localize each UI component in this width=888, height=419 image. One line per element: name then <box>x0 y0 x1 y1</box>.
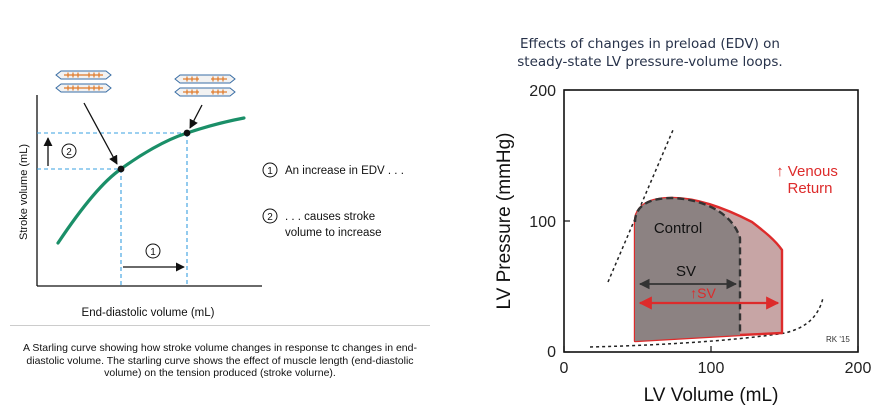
step-1-marker: 1 <box>150 247 156 258</box>
y-tick-100: 100 <box>529 214 556 231</box>
y-tick-200: 200 <box>529 83 556 100</box>
sarcomere-long-pointer <box>189 104 203 129</box>
pv-y-axis-label: LV Pressure (mmHg) <box>494 132 515 309</box>
pv-loop-title-line2: steady-state LV pressure-volume loops. <box>517 54 783 70</box>
venous-return-label-line2: Return <box>787 180 832 197</box>
curve-point-high <box>183 129 191 137</box>
starling-y-axis-label: Stroke volume (mL) <box>18 144 30 240</box>
legend-item-1-text: An increase in EDV . . . <box>285 165 404 177</box>
pv-loop-title-line1: Effects of changes in preload (EDV) on <box>520 36 780 52</box>
legend-item-1-circle <box>262 162 278 178</box>
edpvr-dotted-curve <box>589 297 824 348</box>
starling-guide-lines <box>37 132 188 286</box>
starling-curve-figure: 2 1 <box>18 70 404 319</box>
legend-item-2-number: 2 <box>267 212 273 223</box>
pv-ticks <box>563 89 859 353</box>
x-tick-200: 200 <box>845 360 872 377</box>
figure-caption: A Starling curve showing how stroke volu… <box>23 342 417 379</box>
legend-item-1-number: 1 <box>267 166 273 177</box>
venous-return-label-line1: ↑ Venous <box>776 163 838 180</box>
author-signature: RK '15 <box>826 335 850 344</box>
curve-point-low <box>117 165 125 173</box>
starling-x-axis-label: End-diastolic volume (mL) <box>82 307 215 319</box>
x-tick-0: 0 <box>560 360 569 377</box>
sarcomere-long-icon <box>174 74 236 97</box>
step-1-marker-circle <box>145 243 161 259</box>
caption-divider <box>10 325 430 326</box>
pv-x-axis-label: LV Volume (mL) <box>644 385 779 406</box>
step-2-marker-circle <box>61 143 77 159</box>
starling-legend: 1 An increase in EDV . . . 2 . . . cause… <box>262 162 404 239</box>
control-label: Control <box>654 220 702 237</box>
sv-label: SV <box>676 263 696 280</box>
legend-item-2-text-line1: . . . causes stroke <box>285 211 375 223</box>
sarcomere-short-pointer <box>83 102 118 165</box>
pv-loop-panel: Effects of changes in preload (EDV) on s… <box>440 0 888 419</box>
sarcomere-short-icon <box>55 70 112 93</box>
step-2-marker: 2 <box>66 147 72 158</box>
pv-loop-title: Effects of changes in preload (EDV) on s… <box>440 35 860 71</box>
x-tick-100: 100 <box>698 360 725 377</box>
y-tick-0: 0 <box>547 344 556 361</box>
legend-item-2-text-line2: volume to increase <box>285 227 382 239</box>
starling-curve-panel: 2 1 <box>0 0 440 419</box>
starling-curve <box>56 116 246 245</box>
pv-loop-figure: 200 100 0 0 100 200 LV Pressure (mmHg) L… <box>494 83 872 406</box>
legend-item-2-circle <box>262 208 278 224</box>
control-loop-dashed-outline <box>633 196 742 335</box>
increased-sv-label: ↑SV <box>690 285 716 301</box>
